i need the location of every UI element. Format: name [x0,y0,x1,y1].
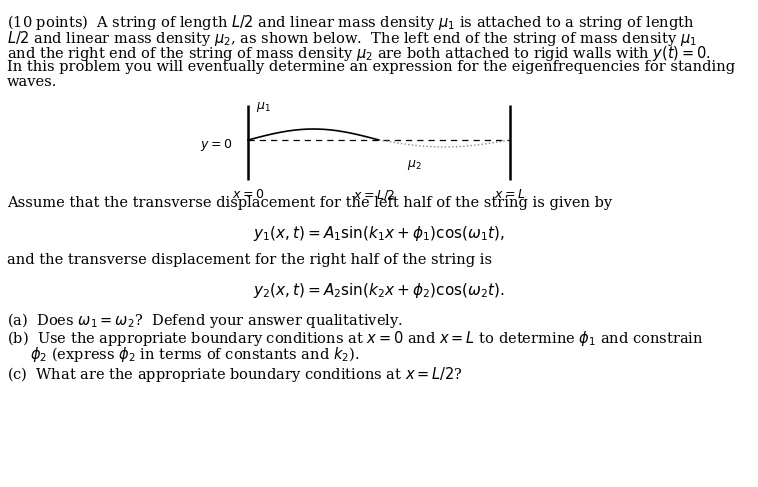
Text: Assume that the transverse displacement for the left half of the string is given: Assume that the transverse displacement … [7,196,612,210]
Text: (a)  Does $\omega_1 = \omega_2$?  Defend your answer qualitatively.: (a) Does $\omega_1 = \omega_2$? Defend y… [7,311,402,330]
Text: $y{=}0$: $y{=}0$ [200,137,232,153]
Text: (c)  What are the appropriate boundary conditions at $x = L/2$?: (c) What are the appropriate boundary co… [7,364,462,383]
Text: $L/2$ and linear mass density $\mu_2$, as shown below.  The left end of the stri: $L/2$ and linear mass density $\mu_2$, a… [7,29,697,48]
Text: and the transverse displacement for the right half of the string is: and the transverse displacement for the … [7,253,492,267]
Text: (b)  Use the appropriate boundary conditions at $x = 0$ and $x = L$ to determine: (b) Use the appropriate boundary conditi… [7,330,703,349]
Text: $y_1(x,t) = A_1 \sin(k_1x + \phi_1) \cos(\omega_1 t),$: $y_1(x,t) = A_1 \sin(k_1x + \phi_1) \cos… [253,224,505,243]
Text: $\mu_1$: $\mu_1$ [256,100,271,114]
Text: $\mu_2$: $\mu_2$ [407,158,421,172]
Text: $x{=}0$: $x{=}0$ [232,188,264,201]
Text: and the right end of the string of mass density $\mu_2$ are both attached to rig: and the right end of the string of mass … [7,44,711,63]
Text: (10 points)  A string of length $L/2$ and linear mass density $\mu_1$ is attache: (10 points) A string of length $L/2$ and… [7,13,694,32]
Text: $x{=}L/2$: $x{=}L/2$ [352,188,395,202]
Text: $y_2(x,t) = A_2 \sin(k_2x + \phi_2) \cos(\omega_2 t).$: $y_2(x,t) = A_2 \sin(k_2x + \phi_2) \cos… [253,281,505,300]
Text: In this problem you will eventually determine an expression for the eigenfrequen: In this problem you will eventually dete… [7,59,735,74]
Text: $\phi_2$ (express $\phi_2$ in terms of constants and $k_2$).: $\phi_2$ (express $\phi_2$ in terms of c… [30,345,359,364]
Text: waves.: waves. [7,75,58,89]
Text: $x{=}L$: $x{=}L$ [494,188,525,201]
